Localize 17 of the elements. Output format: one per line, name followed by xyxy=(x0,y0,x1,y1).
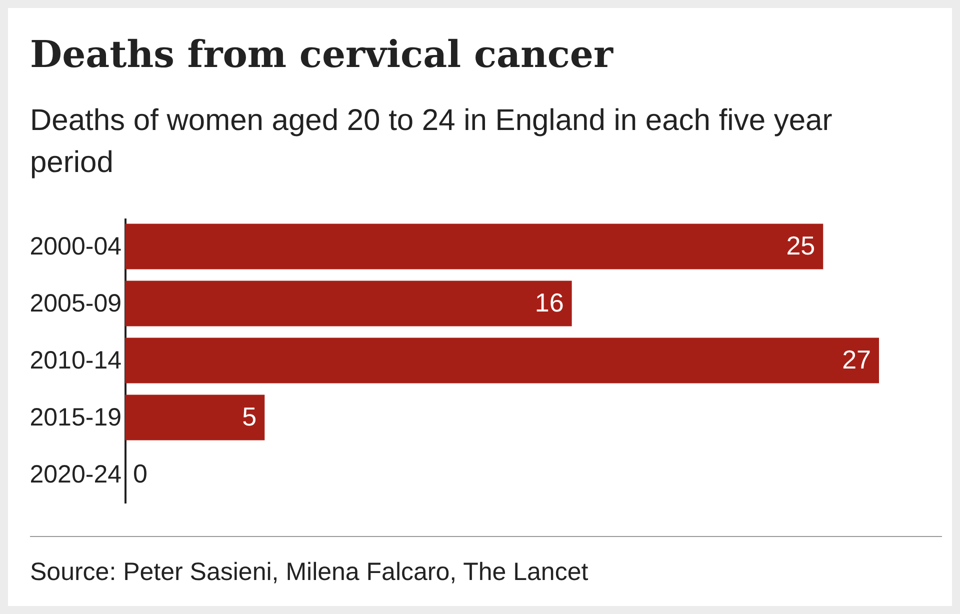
y-tick-label: 2000-04 xyxy=(30,232,122,260)
chart-title: Deaths from cervical cancer xyxy=(30,32,613,76)
y-tick-label: 2020-24 xyxy=(30,460,122,488)
data-label: 25 xyxy=(786,230,816,260)
chart-subtitle: Deaths of women aged 20 to 24 in England in each five year period xyxy=(30,103,834,181)
bar xyxy=(125,224,824,270)
y-tick-label: 2015-19 xyxy=(30,404,122,432)
source-note: Source: Peter Sasieni, Milena Falcaro, The Lancet xyxy=(30,558,588,587)
data-label: 16 xyxy=(534,288,564,318)
bar xyxy=(125,280,572,326)
bar xyxy=(125,394,265,440)
data-label: 5 xyxy=(242,402,257,432)
data-label: 27 xyxy=(842,344,871,374)
y-tick-label: 2005-09 xyxy=(30,290,122,318)
data-label: 0 xyxy=(133,458,148,488)
y-tick-label: 2010-14 xyxy=(30,346,122,374)
bar xyxy=(125,338,879,384)
